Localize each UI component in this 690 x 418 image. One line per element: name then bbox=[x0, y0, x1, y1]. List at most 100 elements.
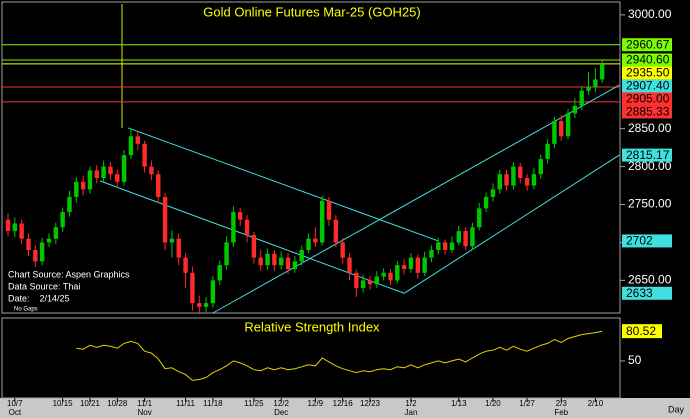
candle-body bbox=[572, 105, 578, 114]
x-tick-label: 1/13 bbox=[451, 399, 467, 408]
x-tick-label: 1/20 bbox=[485, 399, 501, 408]
x-tick-label: 2/10 bbox=[588, 399, 604, 408]
candle-body bbox=[490, 189, 496, 197]
candle-body bbox=[422, 257, 427, 273]
x-tick-label: 12/9 bbox=[308, 399, 324, 408]
candle-body bbox=[354, 272, 359, 288]
candle-body bbox=[524, 177, 530, 186]
candle-body bbox=[593, 79, 598, 87]
x-axis-strip bbox=[0, 398, 690, 418]
month-label: Jan bbox=[405, 408, 418, 417]
candle-body bbox=[388, 272, 393, 281]
candle-body bbox=[258, 257, 263, 266]
candle-body bbox=[231, 212, 236, 243]
candle-body bbox=[53, 227, 59, 239]
level-box bbox=[622, 286, 672, 300]
level-label: 2702 bbox=[626, 234, 653, 248]
candle-body bbox=[135, 136, 140, 144]
annotation: Chart Source: Aspen Graphics bbox=[8, 269, 130, 279]
candle-body bbox=[169, 238, 175, 243]
level-box bbox=[622, 38, 672, 52]
rsi-title: Relative Strength Index bbox=[244, 319, 380, 334]
level-label: 2633 bbox=[626, 286, 653, 300]
candle-body bbox=[456, 231, 461, 243]
candle-body bbox=[142, 143, 147, 167]
candle-body bbox=[545, 143, 550, 160]
month-label: Dec bbox=[274, 408, 288, 417]
candle-body bbox=[210, 280, 216, 304]
y-tick-label: 2750.00 bbox=[628, 197, 672, 211]
candle-body bbox=[408, 257, 414, 270]
candle-body bbox=[33, 250, 38, 262]
candle-body bbox=[197, 303, 202, 307]
candle-body bbox=[401, 265, 407, 270]
candle-body bbox=[367, 280, 373, 285]
x-tick-label: 10/15 bbox=[53, 399, 74, 408]
candle-body bbox=[12, 223, 18, 232]
candle-body bbox=[586, 86, 591, 91]
candle-body bbox=[162, 196, 168, 243]
candle-body bbox=[449, 242, 455, 251]
month-label: Nov bbox=[137, 408, 151, 417]
candle-body bbox=[74, 181, 79, 197]
candle-body bbox=[463, 231, 468, 247]
level-box bbox=[622, 148, 672, 162]
level-label: 2905.00 bbox=[626, 92, 670, 106]
trendline bbox=[128, 127, 439, 242]
level-label: 2885.33 bbox=[626, 105, 670, 119]
candle-body bbox=[217, 265, 222, 281]
candle-body bbox=[265, 253, 270, 266]
candle-body bbox=[381, 272, 386, 277]
candle-body bbox=[94, 170, 99, 178]
x-tick-label: 12/23 bbox=[360, 399, 381, 408]
candle-body bbox=[306, 238, 311, 251]
candle-body bbox=[436, 242, 441, 251]
candle-body bbox=[333, 219, 339, 243]
candle-body bbox=[87, 170, 93, 190]
rsi-line bbox=[76, 330, 603, 381]
trendline bbox=[403, 154, 620, 294]
candle-body bbox=[442, 242, 448, 251]
x-tick-label: 11/1 bbox=[137, 399, 153, 408]
candle-body bbox=[244, 219, 250, 235]
candle-body bbox=[565, 113, 571, 137]
candle-body bbox=[470, 227, 475, 247]
candle-body bbox=[121, 155, 127, 182]
candle-body bbox=[313, 238, 318, 243]
x-tick-label: 12/16 bbox=[333, 399, 354, 408]
candle-body bbox=[600, 64, 605, 80]
y-tick-label: 2650.00 bbox=[628, 273, 672, 287]
candle-body bbox=[477, 208, 482, 228]
level-box bbox=[622, 105, 672, 119]
candle-body bbox=[108, 166, 113, 175]
y-tick-label: 2850.00 bbox=[628, 121, 672, 135]
level-label: 2935.50 bbox=[626, 66, 670, 80]
candle-body bbox=[429, 250, 434, 258]
level-box bbox=[622, 53, 672, 67]
candle-body bbox=[504, 174, 509, 186]
candle-body bbox=[80, 181, 86, 190]
candle-body bbox=[497, 174, 502, 190]
candle-body bbox=[67, 196, 72, 213]
candle-body bbox=[272, 253, 277, 266]
x-tick-label: 1/27 bbox=[519, 399, 535, 408]
x-tick-label: 12/2 bbox=[273, 399, 289, 408]
candle-body bbox=[538, 159, 543, 175]
candle-body bbox=[326, 200, 332, 220]
candle-body bbox=[374, 276, 380, 285]
rsi-last-label: 80.52 bbox=[626, 324, 656, 338]
candle-body bbox=[5, 219, 11, 232]
x-unit-label: Day bbox=[668, 404, 685, 414]
level-box bbox=[622, 79, 672, 93]
candle-body bbox=[559, 121, 564, 137]
candle-body bbox=[238, 212, 243, 220]
x-tick-label: 1/2 bbox=[405, 399, 417, 408]
candle-body bbox=[285, 257, 291, 270]
month-label: Feb bbox=[554, 408, 568, 417]
x-tick-label: 11/25 bbox=[244, 399, 264, 408]
level-label: 2907.40 bbox=[626, 79, 670, 93]
candle-body bbox=[128, 136, 134, 156]
